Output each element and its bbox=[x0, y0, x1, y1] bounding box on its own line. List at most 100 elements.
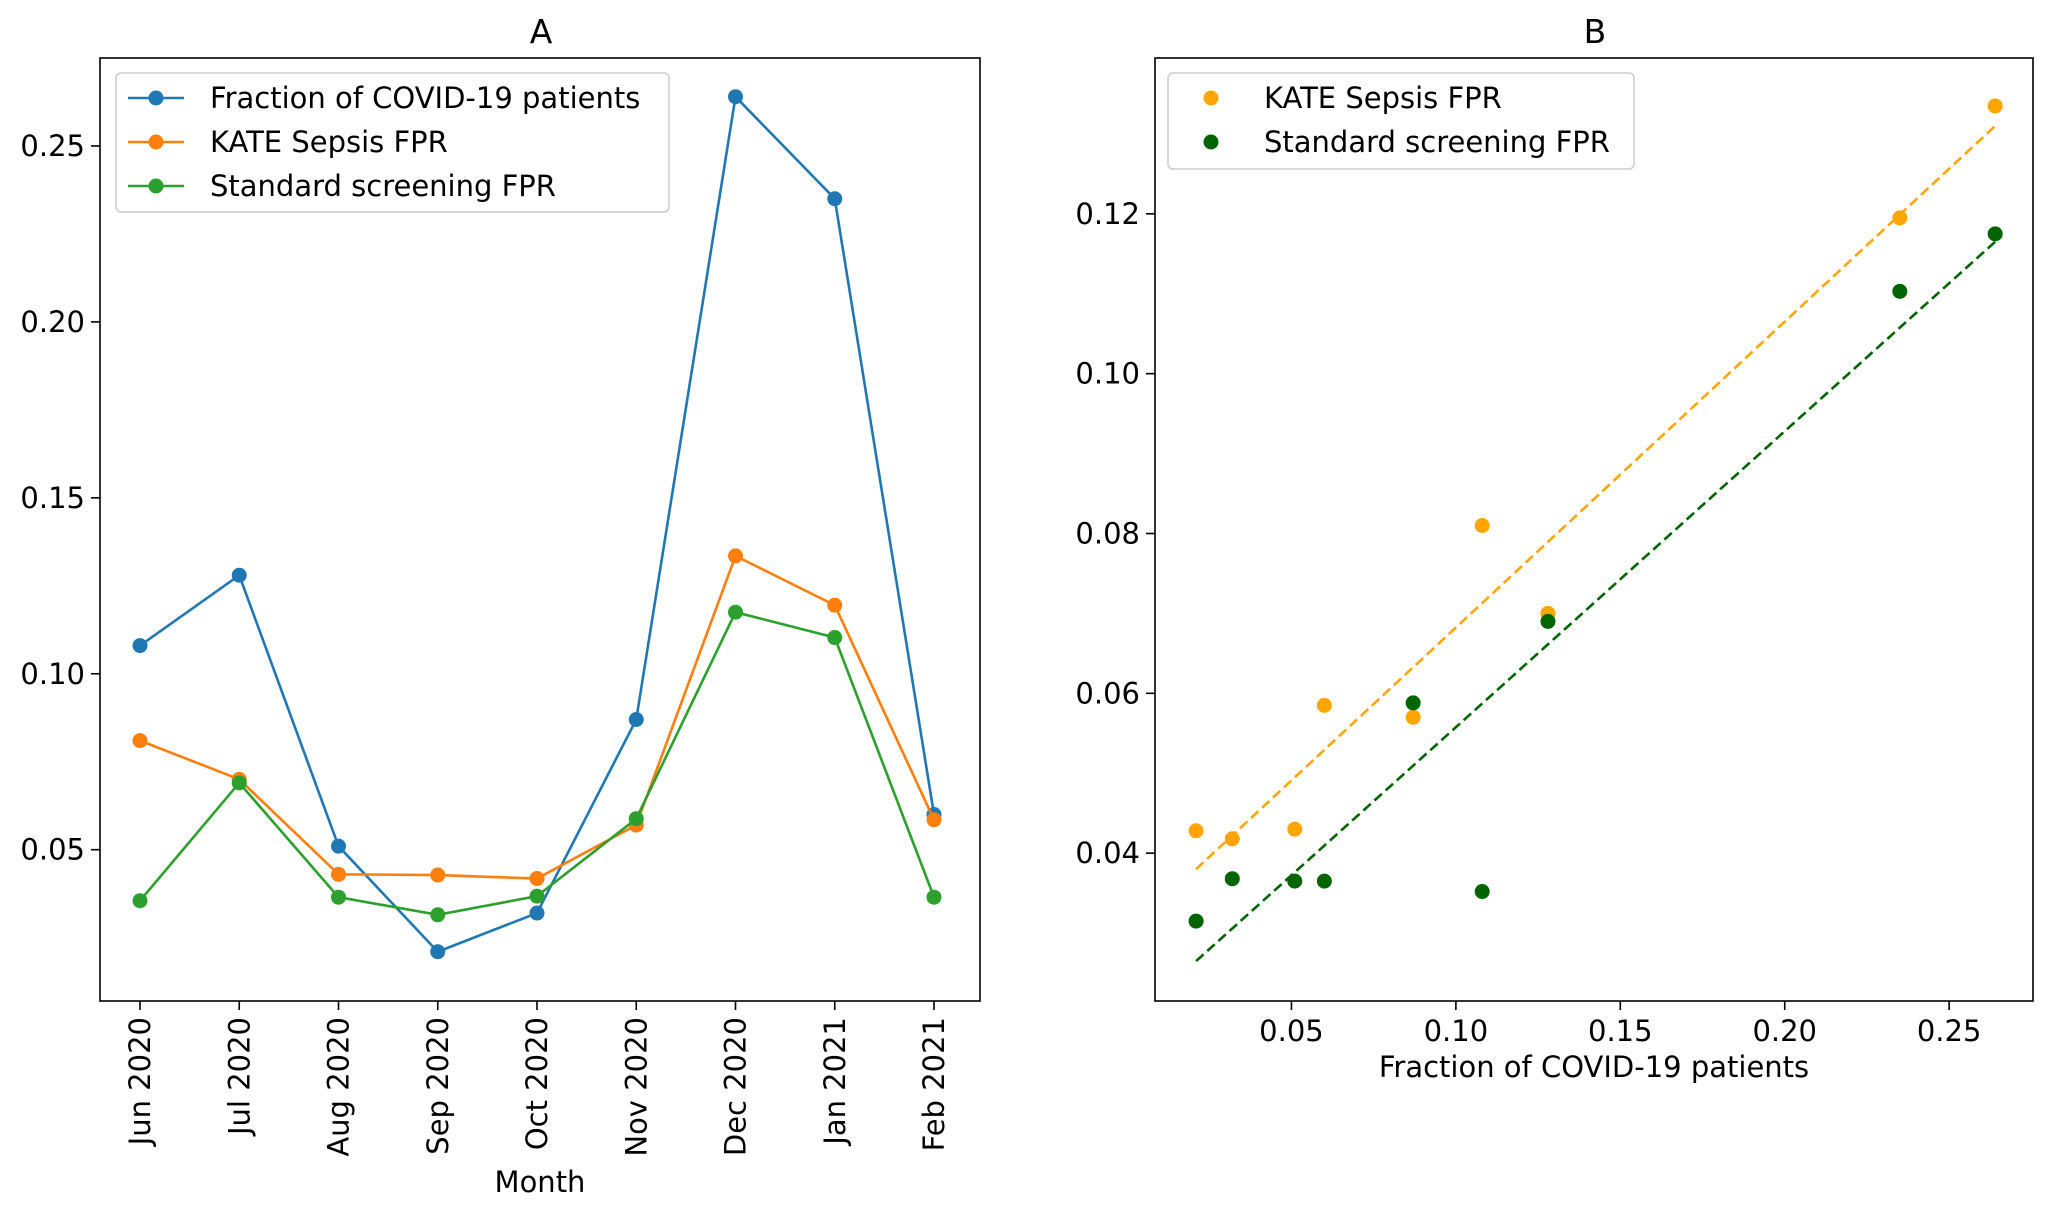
y-tick-label: 0.10 bbox=[20, 657, 85, 691]
points-kate-sepsis-fpr bbox=[1188, 98, 2003, 847]
data-point bbox=[231, 567, 247, 583]
data-point bbox=[628, 811, 644, 827]
y-tick-label: 0.20 bbox=[20, 305, 85, 339]
data-point bbox=[231, 775, 247, 791]
scatter-point bbox=[1287, 873, 1303, 889]
y-tick-label: 0.12 bbox=[1075, 197, 1140, 231]
x-tick-label: 0.25 bbox=[1917, 1014, 1982, 1048]
scatter-point bbox=[1405, 709, 1421, 725]
y-tick-label: 0.08 bbox=[1075, 516, 1140, 550]
series-kate-sepsis-fpr bbox=[132, 548, 942, 887]
scatter-point bbox=[1316, 697, 1332, 713]
fit-line bbox=[1195, 124, 1997, 871]
scatter-point bbox=[1987, 98, 2003, 114]
legend-label: KATE Sepsis FPR bbox=[210, 125, 448, 159]
x-tick-label: Dec 2020 bbox=[719, 1017, 753, 1156]
panel-b-axes-frame bbox=[1154, 57, 2034, 1002]
series-standard-screening-fpr bbox=[132, 604, 942, 923]
x-tick-label: Jul 2020 bbox=[222, 1017, 256, 1137]
y-tick-label: 0.10 bbox=[1075, 357, 1140, 391]
data-point bbox=[728, 548, 743, 564]
x-tick-label: 0.20 bbox=[1752, 1014, 1817, 1048]
series-line bbox=[139, 610, 936, 917]
panel-a-legend-box bbox=[115, 72, 670, 213]
legend-marker bbox=[1203, 134, 1219, 150]
legend-item-fraction-of-covid-19-patients: Fraction of COVID-19 patients bbox=[128, 81, 640, 115]
data-point bbox=[827, 191, 843, 207]
x-tick-label: Feb 2021 bbox=[917, 1017, 951, 1151]
panel-b-y-axis: 0.04 0.06 0.08 0.10 0.12 bbox=[1075, 197, 1155, 870]
series-fraction-of-covid-19-patients bbox=[132, 89, 942, 960]
legend-marker bbox=[148, 134, 164, 150]
scatter-point bbox=[1540, 613, 1556, 629]
panel-b-x-axis: 0.05 0.10 0.15 0.20 0.25 bbox=[1259, 1001, 1981, 1048]
data-point bbox=[926, 889, 942, 905]
scatter-point bbox=[1474, 884, 1490, 900]
x-tick-label: Nov 2020 bbox=[619, 1017, 653, 1157]
data-point bbox=[926, 812, 942, 828]
panel-b-plot-area bbox=[1188, 98, 2003, 963]
legend-item-standard-screening-fpr: Standard screening FPR bbox=[128, 169, 556, 203]
series-kate-sepsis-fpr bbox=[1195, 124, 1997, 871]
scatter-point bbox=[1987, 226, 2003, 242]
data-point bbox=[628, 712, 644, 728]
data-point bbox=[728, 604, 743, 620]
data-point bbox=[529, 905, 545, 921]
scatter-point bbox=[1188, 823, 1204, 839]
scatter-point bbox=[1892, 210, 1908, 226]
panel-b-legend-box bbox=[1167, 72, 1635, 170]
y-tick-label: 0.15 bbox=[20, 481, 85, 515]
panel-a-title: A bbox=[530, 12, 553, 51]
scatter-point bbox=[1405, 695, 1421, 711]
series-line bbox=[139, 93, 936, 954]
data-point bbox=[430, 867, 446, 883]
panel-a-axes-frame bbox=[99, 57, 981, 1002]
legend-item-kate-sepsis-fpr: KATE Sepsis FPR bbox=[128, 125, 448, 159]
legend-label: KATE Sepsis FPR bbox=[1264, 81, 1502, 115]
data-point bbox=[331, 866, 346, 882]
y-tick-label: 0.06 bbox=[1075, 676, 1140, 710]
legend-marker bbox=[1203, 90, 1219, 106]
data-point bbox=[132, 733, 148, 749]
x-tick-label: 0.05 bbox=[1259, 1014, 1324, 1048]
data-point bbox=[132, 638, 148, 654]
x-tick-label: 0.10 bbox=[1424, 1014, 1489, 1048]
data-point bbox=[430, 944, 446, 960]
panel-a-plot-area bbox=[132, 89, 942, 960]
scatter-point bbox=[1224, 831, 1240, 847]
x-tick-label: Jan 2021 bbox=[818, 1017, 852, 1147]
panel-b: B 0.040.060.080.100.12 0.05 0.10 0.15 0.20 0… bbox=[1075, 12, 2034, 1084]
data-point bbox=[331, 889, 346, 905]
x-tick-label: Jun 2020 bbox=[123, 1017, 157, 1147]
data-point bbox=[827, 630, 843, 646]
data-point bbox=[529, 888, 545, 904]
y-tick-label: 0.04 bbox=[1075, 836, 1140, 870]
legend-label: Fraction of COVID-19 patients bbox=[210, 81, 640, 115]
scatter-point bbox=[1188, 913, 1204, 929]
fit-line bbox=[1195, 240, 1997, 963]
x-tick-label: Sep 2020 bbox=[421, 1017, 455, 1155]
scatter-point bbox=[1224, 871, 1240, 887]
panel-b-x-axis-label: Fraction of COVID-19 patients bbox=[1379, 1050, 1809, 1084]
panel-b-legend: KATE Sepsis FPR Standard screening FPR bbox=[1167, 72, 1635, 170]
panel-a-x-axis-label: Month bbox=[495, 1165, 586, 1199]
legend-marker bbox=[148, 90, 164, 106]
legend-marker bbox=[148, 178, 164, 194]
data-point bbox=[827, 597, 843, 613]
data-point bbox=[132, 893, 148, 909]
points-standard-screening-fpr bbox=[1188, 226, 2003, 929]
scatter-point bbox=[1316, 873, 1332, 889]
scatter-point bbox=[1287, 821, 1303, 837]
series-standard-screening-fpr bbox=[1195, 240, 1997, 963]
panel-b-title: B bbox=[1584, 12, 1607, 51]
x-tick-label: 0.15 bbox=[1588, 1014, 1653, 1048]
data-point bbox=[331, 838, 346, 854]
legend-item-kate-sepsis-fpr: KATE Sepsis FPR bbox=[1203, 81, 1502, 115]
legend-label: Standard screening FPR bbox=[210, 169, 556, 203]
x-tick-label: Oct 2020 bbox=[520, 1017, 554, 1150]
legend-label: Standard screening FPR bbox=[1264, 125, 1610, 159]
legend-item-standard-screening-fpr: Standard screening FPR bbox=[1203, 125, 1610, 159]
y-tick-label: 0.05 bbox=[20, 833, 85, 867]
scatter-point bbox=[1892, 283, 1908, 299]
